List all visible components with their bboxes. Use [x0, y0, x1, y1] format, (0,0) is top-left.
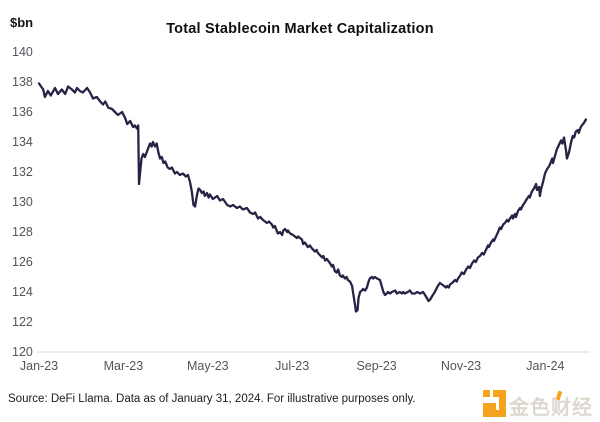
jinse-finance-logo-text: 金色财经	[509, 397, 593, 419]
y-tick-label: 132	[12, 165, 33, 179]
y-tick-label: 124	[12, 285, 33, 299]
chart-title: Total Stablecoin Market Capitalization	[166, 21, 434, 37]
y-axis-unit-label: $bn	[10, 15, 34, 30]
x-tick-label: Jan-23	[19, 359, 59, 373]
y-tick-label: 140	[12, 45, 33, 59]
source-note: Source: DeFi Llama. Data as of January 3…	[8, 393, 416, 405]
jinse-finance-logo-icon	[483, 390, 506, 417]
jinse-finance-logo: 金色财经	[483, 390, 593, 420]
y-tick-label: 120	[12, 345, 33, 359]
y-tick-label: 130	[12, 195, 33, 209]
market-cap-line	[37, 82, 588, 313]
x-tick-label: May-23	[186, 359, 229, 373]
y-tick-label: 138	[12, 75, 33, 89]
x-tick-label: Jul-23	[275, 359, 310, 373]
x-tick-label: Nov-23	[440, 359, 482, 373]
x-tick-label: Sep-23	[356, 359, 397, 373]
x-tick-label: Jan-24	[526, 359, 565, 373]
y-tick-label: 136	[12, 105, 33, 119]
y-tick-label: 126	[12, 255, 33, 269]
y-tick-label: 134	[12, 135, 33, 149]
y-tick-label: 128	[12, 225, 33, 239]
x-tick-label: Mar-23	[103, 359, 144, 373]
y-tick-label: 122	[12, 315, 33, 329]
